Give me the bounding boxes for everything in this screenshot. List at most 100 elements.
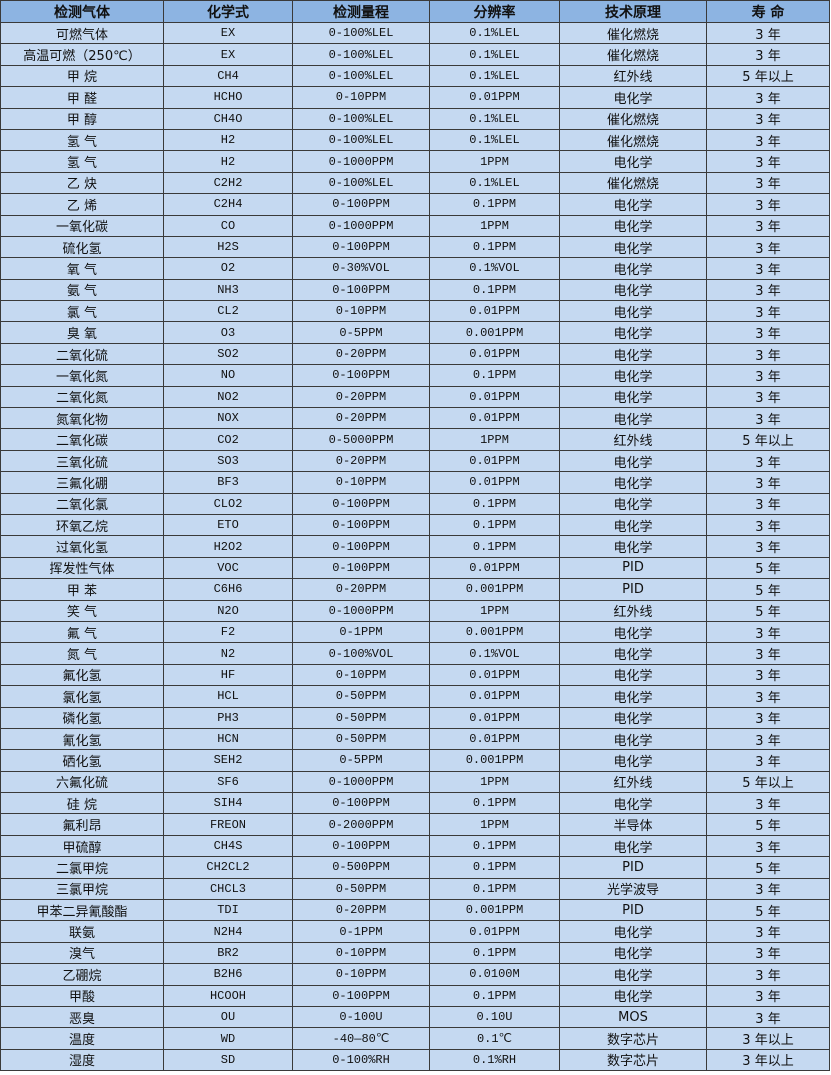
cell-range: 0-1000PPM: [292, 599, 430, 622]
table-row: 硅 烷 SIH4 0-100PPM 0.1PPM 电化学 3 年: [0, 792, 830, 815]
table-row: 三氧化硫 SO3 0-20PPM 0.01PPM 电化学 3 年: [0, 449, 830, 473]
cell-gas: 氧 气: [0, 257, 164, 280]
cell-principle: 电化学: [559, 364, 707, 387]
cell-resolution: 0.1%LEL: [429, 64, 560, 88]
cell-principle: 电化学: [559, 300, 707, 323]
cell-resolution: 0.001PPM: [429, 578, 560, 601]
cell-lifespan: 3 年: [706, 449, 830, 473]
cell-formula: HCOOH: [163, 984, 293, 1007]
cell-principle: 电化学: [559, 278, 707, 302]
cell-lifespan: 3 年: [706, 492, 830, 515]
cell-formula: CH4: [163, 64, 293, 88]
cell-principle: 电化学: [559, 920, 707, 943]
cell-lifespan: 3 年: [706, 235, 830, 259]
cell-range: 0-50PPM: [292, 727, 430, 751]
cell-gas: 甲苯二异氰酸酯: [0, 899, 164, 922]
cell-resolution: 0.01PPM: [429, 86, 560, 109]
cell-formula: N2O: [163, 599, 293, 622]
cell-principle: 红外线: [559, 599, 707, 622]
table-row: 六氟化硫 SF6 0-1000PPM 1PPM 红外线 5 年以上: [0, 770, 830, 794]
cell-lifespan: 3 年: [706, 685, 830, 708]
cell-gas: 甲 烷: [0, 64, 164, 88]
cell-gas: 臭 氧: [0, 321, 164, 344]
table-row: 二氧化氮 NO2 0-20PPM 0.01PPM 电化学 3 年: [0, 385, 830, 409]
cell-gas: 高温可燃（250℃）: [0, 43, 164, 66]
cell-resolution: 0.1PPM: [429, 792, 560, 815]
cell-gas: 二氧化硫: [0, 342, 164, 366]
cell-lifespan: 3 年: [706, 214, 830, 237]
cell-range: 0-100%LEL: [292, 43, 430, 66]
cell-range: 0-5PPM: [292, 749, 430, 772]
cell-gas: 氨 气: [0, 278, 164, 302]
cell-lifespan: 3 年: [706, 471, 830, 494]
table-row: 甲 苯 C6H6 0-20PPM 0.001PPM PID 5 年: [0, 578, 830, 601]
cell-principle: 电化学: [559, 471, 707, 494]
cell-formula: HF: [163, 663, 293, 687]
cell-range: 0-50PPM: [292, 706, 430, 729]
cell-lifespan: 3 年: [706, 86, 830, 109]
cell-resolution: 0.1PPM: [429, 877, 560, 901]
cell-lifespan: 3 年: [706, 663, 830, 687]
cell-gas: 挥发性气体: [0, 556, 164, 580]
cell-range: 0-100%LEL: [292, 171, 430, 195]
cell-principle: 催化燃烧: [559, 43, 707, 66]
cell-resolution: 0.1PPM: [429, 364, 560, 387]
cell-range: 0-100PPM: [292, 364, 430, 387]
cell-resolution: 0.1PPM: [429, 492, 560, 515]
table-row: 甲 烷 CH4 0-100%LEL 0.1%LEL 红外线 5 年以上: [0, 64, 830, 88]
cell-formula: O2: [163, 257, 293, 280]
cell-principle: 电化学: [559, 834, 707, 858]
cell-formula: SO3: [163, 449, 293, 473]
cell-gas: 三氟化硼: [0, 471, 164, 494]
cell-resolution: 0.1PPM: [429, 535, 560, 558]
cell-resolution: 0.1%LEL: [429, 43, 560, 66]
cell-principle: 电化学: [559, 321, 707, 344]
cell-formula: N2: [163, 642, 293, 665]
cell-resolution: 0.1℃: [429, 1027, 560, 1050]
cell-range: 0-20PPM: [292, 385, 430, 409]
cell-resolution: 1PPM: [429, 214, 560, 237]
table-row: 氰化氢 HCN 0-50PPM 0.01PPM 电化学 3 年: [0, 727, 830, 751]
cell-gas: 笑 气: [0, 599, 164, 622]
cell-resolution: 0.0100M: [429, 963, 560, 986]
table-row: 硒化氢 SEH2 0-5PPM 0.001PPM 电化学 3 年: [0, 749, 830, 772]
cell-gas: 二氯甲烷: [0, 856, 164, 879]
table-row: 氮 气 N2 0-100%VOL 0.1%VOL 电化学 3 年: [0, 642, 830, 665]
cell-gas: 氮 气: [0, 642, 164, 665]
cell-principle: 电化学: [559, 150, 707, 173]
cell-formula: CLO2: [163, 492, 293, 515]
cell-range: 0-10PPM: [292, 663, 430, 687]
cell-range: 0-100PPM: [292, 513, 430, 537]
table-row: 甲硫醇 CH4S 0-100PPM 0.1PPM 电化学 3 年: [0, 834, 830, 858]
table-row: 一氧化氮 NO 0-100PPM 0.1PPM 电化学 3 年: [0, 364, 830, 387]
cell-formula: SD: [163, 1048, 293, 1072]
cell-range: 0-20PPM: [292, 578, 430, 601]
cell-formula: O3: [163, 321, 293, 344]
cell-gas: 硫化氢: [0, 235, 164, 259]
cell-principle: 数字芯片: [559, 1027, 707, 1050]
cell-formula: SEH2: [163, 749, 293, 772]
table-row: 高温可燃（250℃） EX 0-100%LEL 0.1%LEL 催化燃烧 3 年: [0, 43, 830, 66]
cell-lifespan: 5 年以上: [706, 770, 830, 794]
cell-range: 0-20PPM: [292, 449, 430, 473]
cell-formula: H2O2: [163, 535, 293, 558]
cell-resolution: 0.001PPM: [429, 321, 560, 344]
cell-formula: SO2: [163, 342, 293, 366]
cell-lifespan: 3 年: [706, 300, 830, 323]
cell-gas: 三氯甲烷: [0, 877, 164, 901]
cell-resolution: 0.01PPM: [429, 449, 560, 473]
cell-lifespan: 3 年: [706, 642, 830, 665]
table-row: 乙硼烷 B2H6 0-10PPM 0.0100M 电化学 3 年: [0, 963, 830, 986]
cell-gas: 甲酸: [0, 984, 164, 1007]
cell-principle: 数字芯片: [559, 1048, 707, 1072]
cell-lifespan: 3 年: [706, 963, 830, 986]
table-row: 氟 气 F2 0-1PPM 0.001PPM 电化学 3 年: [0, 620, 830, 644]
cell-gas: 乙 烯: [0, 193, 164, 216]
cell-lifespan: 5 年以上: [706, 64, 830, 88]
cell-formula: HCN: [163, 727, 293, 751]
cell-resolution: 0.1%LEL: [429, 171, 560, 195]
table-row: 氢 气 H2 0-1000PPM 1PPM 电化学 3 年: [0, 150, 830, 173]
table-row: 臭 氧 O3 0-5PPM 0.001PPM 电化学 3 年: [0, 321, 830, 344]
cell-lifespan: 3 年: [706, 278, 830, 302]
cell-principle: 电化学: [559, 492, 707, 515]
